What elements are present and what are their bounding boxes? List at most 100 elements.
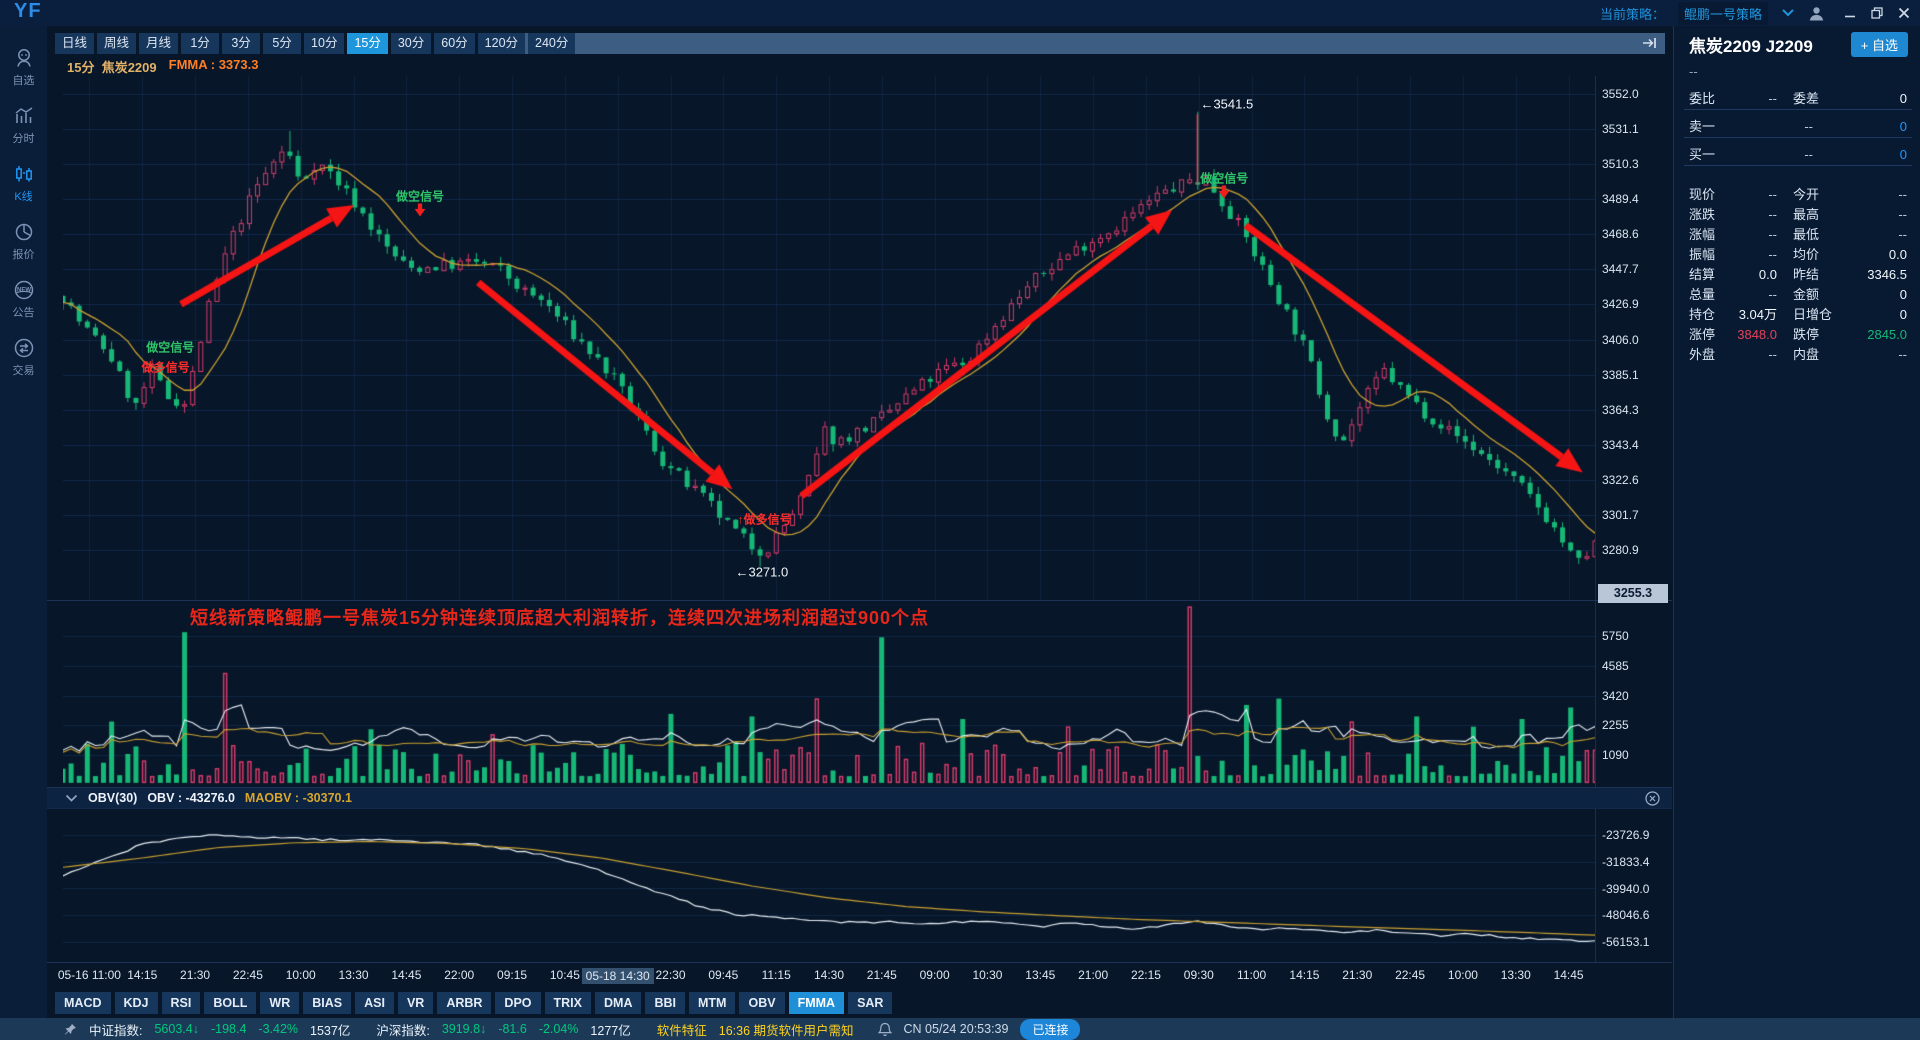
time-axis-label: 21:30 [180, 968, 211, 982]
timeframe-tab-240分[interactable]: 240分 [528, 33, 576, 54]
indicator-tab-asi[interactable]: ASI [355, 992, 394, 1014]
quote-row-持仓: 持仓 3.04万 日增仓 0 [1689, 304, 1907, 323]
pin-icon[interactable] [64, 1023, 77, 1036]
time-axis-label: 14:15 [127, 968, 158, 982]
indicator-tab-kdj[interactable]: KDJ [114, 992, 158, 1014]
sidebar-item-label: K线 [14, 191, 33, 203]
add-watchlist-button[interactable]: + 自选 [1850, 32, 1908, 57]
maobv-value: -30370.1 [302, 791, 352, 805]
strategy-selector[interactable]: 鲲鹏一号策略 [1677, 1, 1768, 25]
timeframe-tab-30分[interactable]: 30分 [390, 33, 432, 54]
close-button[interactable] [1898, 7, 1910, 19]
timeframe-tab-5分[interactable]: 5分 [263, 33, 302, 54]
indicator-tab-bias[interactable]: BIAS [303, 992, 352, 1014]
indicator-tab-dpo[interactable]: DPO [495, 992, 541, 1014]
collapse-panel-icon[interactable] [1642, 36, 1658, 55]
indicator-tab-vr[interactable]: VR [397, 992, 434, 1014]
restore-button[interactable] [1871, 7, 1883, 19]
timeframe-tab-120分[interactable]: 120分 [477, 33, 526, 54]
time-axis-label: 05-16 11:00 [57, 968, 121, 982]
price-axis-tick: 3322.6 [1602, 472, 1639, 487]
quote-value: -- [1768, 347, 1777, 362]
obv-header: OBV(30) OBV : -43276.0 MAOBV : -30370.1 [47, 787, 1672, 809]
indicator-tab-arbr[interactable]: ARBR [437, 992, 492, 1014]
timeframe-tab-月线[interactable]: 月线 [139, 33, 179, 54]
connection-status-badge: 已连接 [1020, 1018, 1081, 1040]
sidebar-item-zixuan[interactable]: 自选 [0, 38, 47, 96]
time-axis-label: 22:30 [655, 968, 686, 982]
quote-label: 涨幅 [1689, 227, 1716, 242]
indicator-tab-dma[interactable]: DMA [595, 992, 642, 1014]
timeframe-tab-60分[interactable]: 60分 [434, 33, 475, 54]
timeframe-tab-10分[interactable]: 10分 [304, 33, 345, 54]
indicator-tab-obv[interactable]: OBV [739, 992, 785, 1014]
quote-label: 最高 [1793, 207, 1820, 222]
indicator-tab-trix[interactable]: TRIX [544, 992, 591, 1014]
timeframe-tab-1分[interactable]: 1分 [181, 33, 220, 54]
new-badge-icon: NEW [12, 279, 36, 304]
fmma-label: FMMA : [168, 57, 216, 72]
obv-axis-tick: -56153.1 [1602, 935, 1650, 949]
app-logo: YF [14, 0, 42, 22]
quote-value: -- [1768, 227, 1777, 242]
quote-divider [1684, 137, 1912, 138]
obv-close-icon[interactable] [1645, 791, 1660, 809]
user-icon[interactable] [1808, 5, 1825, 22]
obv-axis-tick: -48046.6 [1602, 908, 1650, 923]
indicator-tab-rsi[interactable]: RSI [161, 992, 201, 1014]
peak-price-label: ←3541.5 [1200, 96, 1254, 112]
quote-value: 3848.0 [1737, 327, 1777, 342]
sidebar-item-fenshi[interactable]: 分时 [0, 96, 47, 154]
title-bar: YF 当前策略： 鲲鹏一号策略 [0, 0, 1920, 26]
notice-user[interactable]: 16:36 期货软件用户需知 [718, 1023, 854, 1038]
bell-icon[interactable] [877, 1022, 892, 1037]
quote-row-买一: 买一 -- 0 [1689, 144, 1907, 163]
time-axis-label: 13:30 [338, 968, 369, 982]
indicator-tab-fmma[interactable]: FMMA [788, 992, 845, 1014]
obv-axis-tick: -23726.9 [1602, 828, 1650, 842]
indicator-tab-sar[interactable]: SAR [848, 992, 893, 1014]
quote-divider [1684, 109, 1912, 110]
sidebar-item-baojia[interactable]: 报价 [0, 212, 47, 270]
indicator-tab-bar: MACD KDJ RSI BOLL WR BIAS ASI VR ARBR DPO TRIX DMA B… [55, 992, 893, 1014]
indicator-tab-bbi[interactable]: BBI [645, 992, 685, 1014]
timeframe-tab-15分[interactable]: 15分 [347, 33, 388, 54]
timeframe-tab-3分[interactable]: 3分 [222, 33, 261, 54]
chart-period: 15分 [67, 60, 95, 75]
quote-label: 日增仓 [1793, 307, 1833, 322]
minimize-button[interactable] [1844, 7, 1856, 19]
sidebar-item-gonggao[interactable]: NEW 公告 [0, 270, 47, 328]
chevron-down-icon[interactable] [1781, 8, 1795, 18]
timeframe-tab-日线[interactable]: 日线 [55, 33, 95, 54]
time-axis: 05-16 11:00 14:15 21:30 22:45 10:00 13:30 14:4… [58, 962, 1595, 989]
quote-value: -- [1768, 287, 1777, 302]
quote-label: 内盘 [1793, 347, 1820, 362]
indicator-tab-boll[interactable]: BOLL [204, 992, 257, 1014]
sidebar-item-jiaoyi[interactable]: 交易 [0, 328, 47, 386]
sidebar: 自选 分时 K线报价 NEW 公告交易 [0, 26, 47, 1018]
indicator-tab-wr[interactable]: WR [260, 992, 300, 1014]
quote-value: 0.0 [1888, 247, 1907, 262]
sidebar-item-kline[interactable]: K线 [0, 154, 47, 212]
chevron-down-icon[interactable] [65, 794, 78, 803]
time-axis-label: 09:45 [708, 968, 739, 982]
volume-axis-tick: 5750 [1602, 629, 1629, 643]
timeframe-tab-周线[interactable]: 周线 [97, 33, 137, 54]
quote-row-卖一: 卖一 -- 0 [1689, 116, 1907, 135]
quote-row-涨跌: 涨跌 -- 最高 -- [1689, 204, 1907, 223]
maobv-label: MAOBV : [244, 791, 300, 805]
pie-icon [13, 221, 35, 246]
time-axis-label: 10:30 [972, 968, 1003, 982]
quote-value: 0.0 [1758, 267, 1777, 282]
notice-feature[interactable]: 软件特征 [656, 1023, 707, 1038]
quote-label: 现价 [1689, 187, 1716, 202]
index1-pct: -3.42% [258, 1022, 299, 1036]
quote-label: 金额 [1793, 287, 1820, 302]
price-axis-tick: 3343.4 [1602, 437, 1639, 452]
sidebar-item-label: 交易 [12, 365, 35, 377]
indicator-tab-macd[interactable]: MACD [55, 992, 111, 1014]
kline-chart-canvas[interactable] [63, 76, 1595, 962]
indicator-tab-mtm[interactable]: MTM [689, 992, 736, 1014]
time-axis-label: 05-18 14:30 [581, 968, 654, 984]
